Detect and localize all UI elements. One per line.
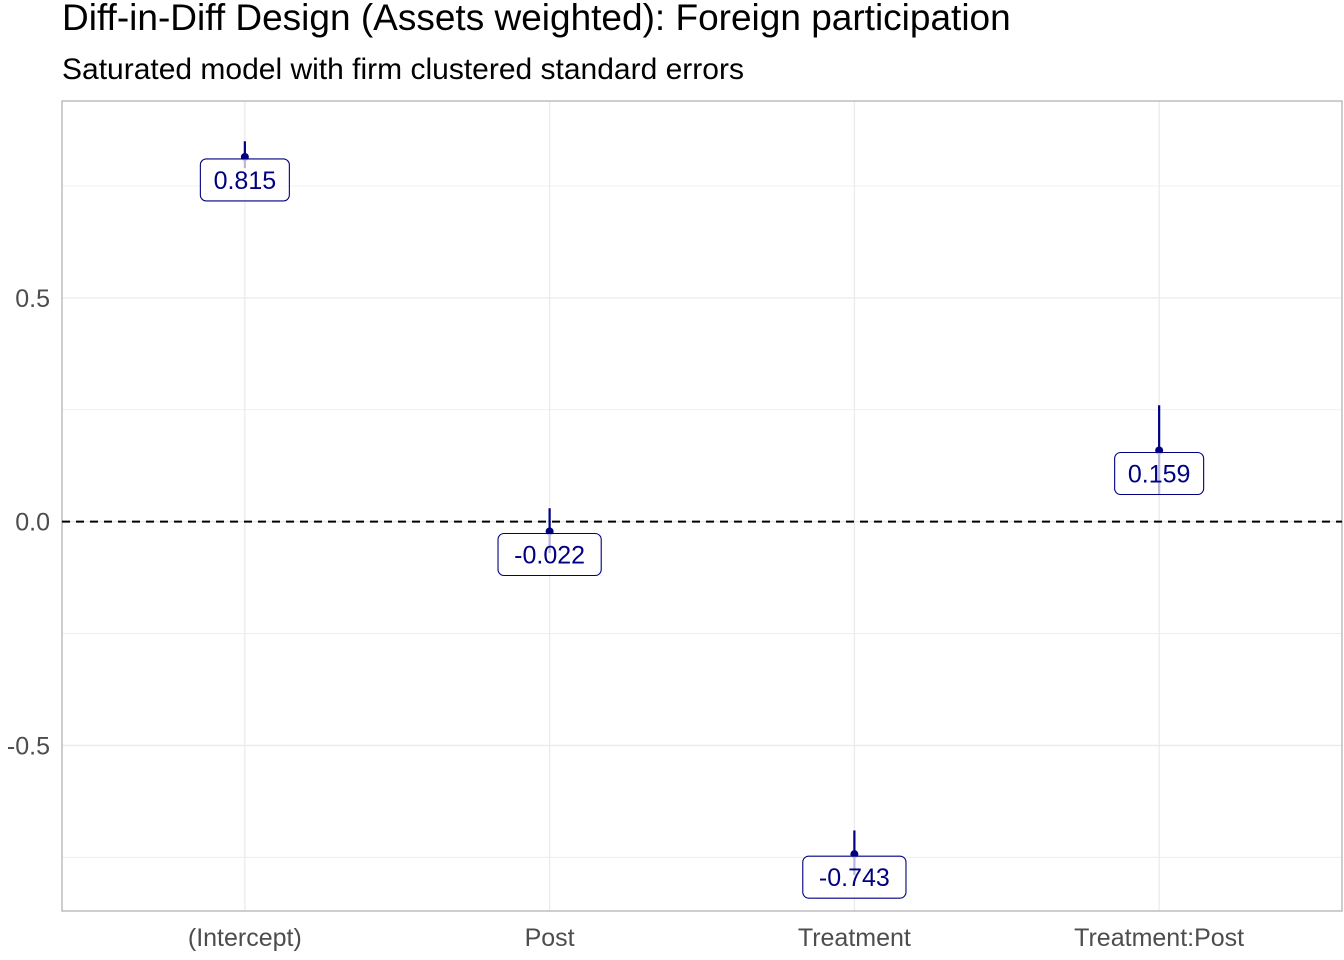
chart-subtitle: Saturated model with firm clustered stan… <box>62 53 744 86</box>
data-label-box <box>199 158 290 202</box>
x-tick-label: Treatment:Post <box>1074 924 1244 952</box>
data-label: 0.815 <box>199 158 290 202</box>
data-label-value: -0.743 <box>819 864 890 892</box>
data-label-value: -0.022 <box>514 542 585 570</box>
data-marks: 0.815 -0.022 -0.743 0.159 <box>199 141 1205 899</box>
data-label: -0.743 <box>802 855 907 899</box>
x-tick-label: Treatment <box>798 924 911 952</box>
x-tick-label: (Intercept) <box>188 924 302 952</box>
data-label: 0.159 <box>1114 451 1205 496</box>
data-label-box <box>802 855 907 899</box>
data-label-box <box>1114 451 1205 496</box>
panel-border <box>61 100 1343 912</box>
y-tick-label: 0.5 <box>15 285 50 313</box>
y-axis-tick-labels: -0.5 0.0 0.5 <box>7 285 50 761</box>
data-label-value: 0.815 <box>214 167 277 195</box>
chart-title: Diff-in-Diff Design (Assets weighted): F… <box>62 0 1011 38</box>
y-tick-label: -0.5 <box>7 732 50 760</box>
x-axis-tick-labels: (Intercept) Post Treatment Treatment:Post <box>188 924 1244 952</box>
data-label: -0.022 <box>497 532 602 577</box>
x-tick-label: Post <box>525 924 575 952</box>
y-tick-label: 0.0 <box>15 509 50 537</box>
grid-lines <box>62 101 1342 911</box>
data-label-value: 0.159 <box>1128 461 1191 489</box>
data-label-box <box>497 532 602 577</box>
